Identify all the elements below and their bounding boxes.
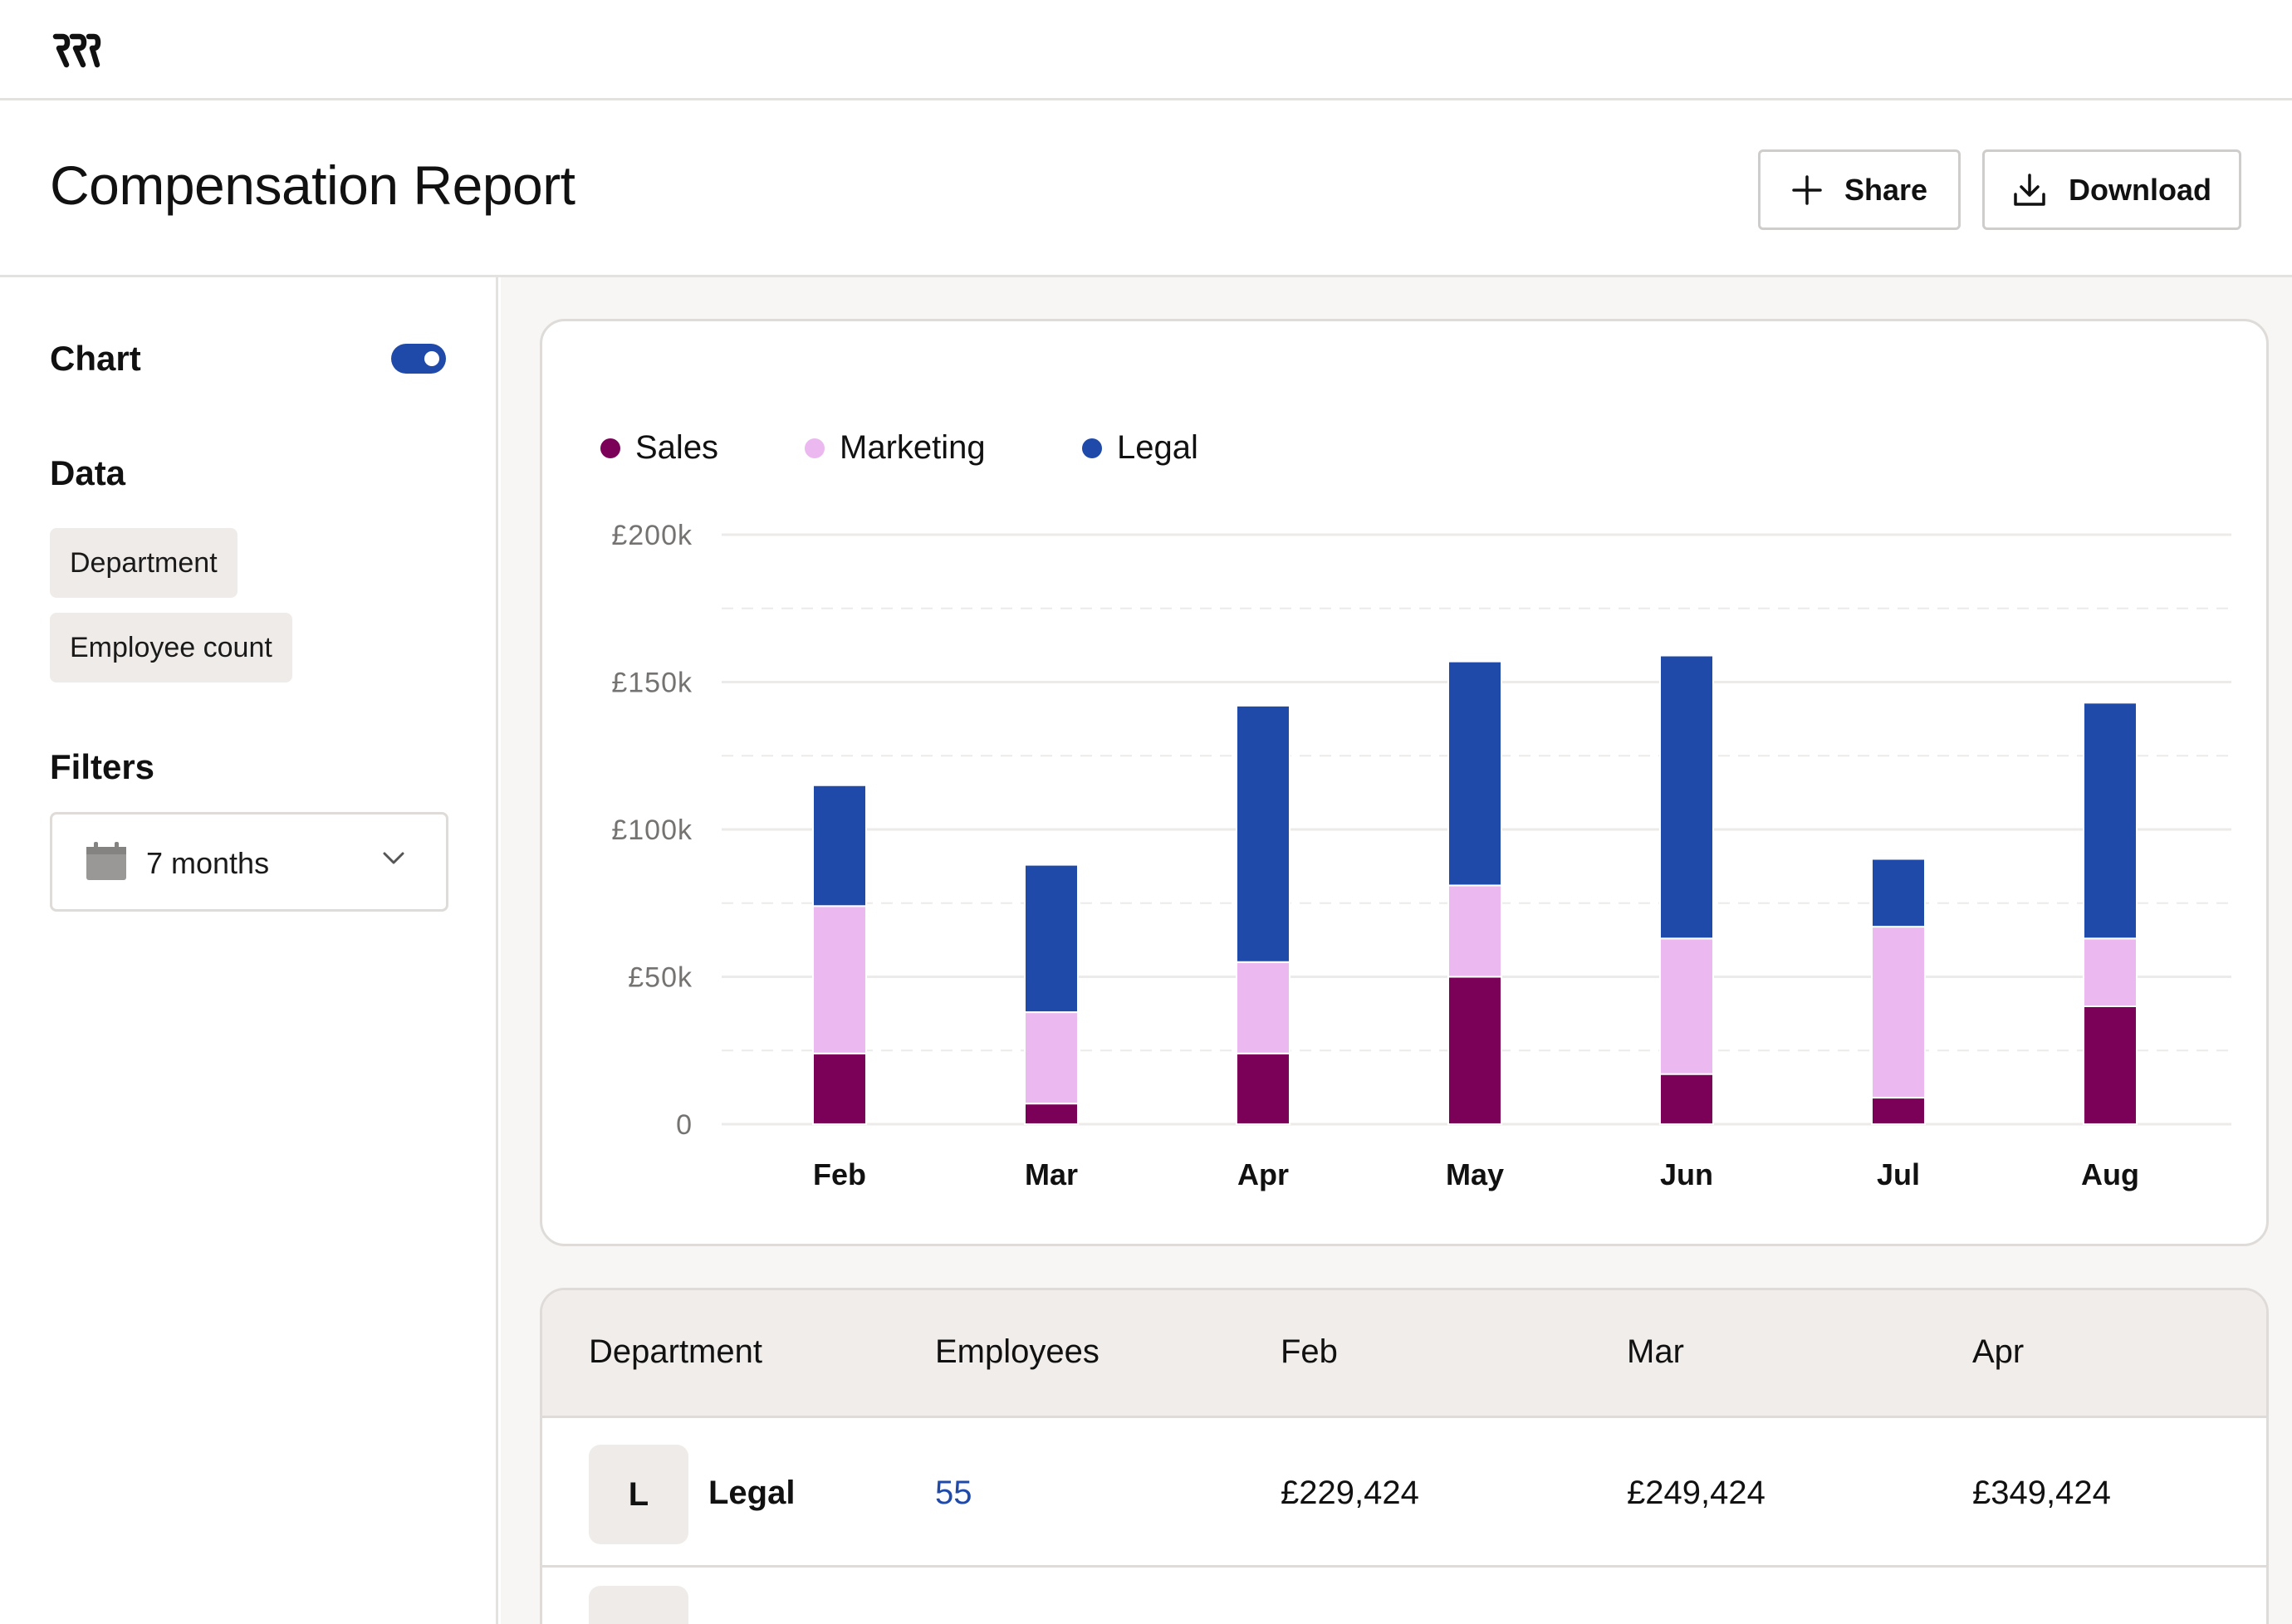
legend-label-marketing: Marketing [840, 429, 986, 466]
table-header: Department Employees Feb Mar Apr [542, 1290, 2266, 1418]
x-tick-label: Apr [1237, 1157, 1289, 1191]
legend-item-marketing[interactable]: Marketing [805, 429, 986, 467]
column-header-feb[interactable]: Feb [1281, 1333, 1338, 1370]
chip-employee-count[interactable]: Employee count [50, 613, 292, 682]
y-tick-label: 0 [676, 1109, 693, 1141]
calendar-icon [86, 842, 126, 880]
table-row[interactable]: L Legal 55 £229,424 £249,424 £349,424 [542, 1418, 2266, 1568]
sidebar: Chart Data Department Employee count Fil… [0, 277, 498, 1624]
download-button-label: Download [2069, 172, 2211, 207]
share-button[interactable]: Share [1758, 149, 1961, 230]
x-tick-label: Aug [2081, 1157, 2139, 1191]
legend-dot-legal [1082, 438, 1102, 458]
bar-sales-mar [1024, 1103, 1079, 1126]
data-section-label: Data [50, 453, 126, 492]
bar-sales-may [1447, 976, 1502, 1125]
x-tick-label: May [1446, 1157, 1504, 1191]
download-icon [2014, 173, 2045, 206]
bar-marketing-jul [1871, 926, 1926, 1099]
y-tick-label: £200k [611, 520, 693, 551]
bar-marketing-feb [812, 905, 867, 1054]
bar-marketing-mar [1024, 1011, 1079, 1105]
legend-dot-marketing [805, 438, 825, 458]
filters-section-label: Filters [50, 747, 155, 786]
period-select[interactable]: 7 months [50, 812, 448, 912]
download-button[interactable]: Download [1982, 149, 2241, 230]
cell-feb: £229,424 [1281, 1475, 1419, 1511]
plus-icon [1792, 174, 1822, 205]
bar-marketing-may [1447, 884, 1502, 978]
y-tick-label: £150k [611, 668, 693, 699]
y-tick-label: £100k [611, 814, 693, 846]
bar-sales-apr [1236, 1052, 1290, 1125]
bar-sales-jul [1871, 1097, 1926, 1125]
bar-marketing-aug [2083, 937, 2138, 1007]
bar-legal-feb [812, 784, 867, 907]
bar-legal-may [1447, 660, 1502, 887]
bar-legal-apr [1236, 704, 1290, 963]
x-tick-label: Feb [813, 1157, 866, 1191]
legend-dot-sales [600, 438, 620, 458]
bar-legal-jun [1659, 654, 1714, 940]
legend-item-legal[interactable]: Legal [1082, 429, 1198, 467]
chart-toggle[interactable] [391, 344, 446, 374]
department-avatar [589, 1586, 688, 1624]
bar-legal-aug [2083, 702, 2138, 940]
page-title: Compensation Report [50, 154, 575, 216]
bar-sales-feb [812, 1052, 867, 1125]
cell-mar: £249,424 [1627, 1475, 1766, 1511]
bar-marketing-jun [1659, 937, 1714, 1075]
chart-card: Sales Marketing Legal 0 £50k £100k £150k £20… [540, 319, 2269, 1246]
brand-logo-icon[interactable] [51, 32, 101, 70]
column-header-apr[interactable]: Apr [1972, 1333, 2025, 1370]
main-content: Sales Marketing Legal 0 £50k £100k £150k £20… [501, 277, 2292, 1624]
chart-section-label: Chart [50, 339, 141, 378]
compensation-table: Department Employees Feb Mar Apr L Legal… [540, 1288, 2269, 1624]
bar-legal-mar [1024, 863, 1079, 1014]
column-header-mar[interactable]: Mar [1627, 1333, 1684, 1370]
cell-apr: £349,424 [1972, 1475, 2111, 1511]
column-header-department[interactable]: Department [589, 1333, 762, 1370]
chip-department[interactable]: Department [50, 528, 238, 598]
bar-sales-aug [2083, 1005, 2138, 1125]
bar-marketing-apr [1236, 961, 1290, 1054]
column-header-employees[interactable]: Employees [935, 1333, 1099, 1370]
period-select-value: 7 months [146, 846, 270, 880]
bar-sales-jun [1659, 1073, 1714, 1126]
toggle-knob [424, 351, 439, 366]
page-header: Compensation Report Share Download [0, 100, 2292, 277]
x-tick-label: Jul [1877, 1157, 1920, 1191]
legend-item-sales[interactable]: Sales [600, 429, 718, 467]
chevron-down-icon [383, 852, 404, 864]
x-tick-label: Jun [1660, 1157, 1713, 1191]
bar-legal-jul [1871, 858, 1926, 928]
employee-count-link[interactable]: 55 [935, 1475, 972, 1511]
top-bar [0, 0, 2292, 100]
share-button-label: Share [1844, 172, 1928, 207]
x-tick-label: Mar [1025, 1157, 1078, 1191]
legend-label-sales: Sales [635, 429, 719, 466]
stacked-bar-chart: 0 £50k £100k £150k £200k Feb Mar Apr May Jun Jul Au… [611, 520, 2231, 1191]
y-tick-label: £50k [628, 962, 693, 994]
department-name: Legal [708, 1475, 796, 1511]
department-avatar: L [589, 1445, 688, 1544]
legend-label-legal: Legal [1117, 429, 1198, 466]
